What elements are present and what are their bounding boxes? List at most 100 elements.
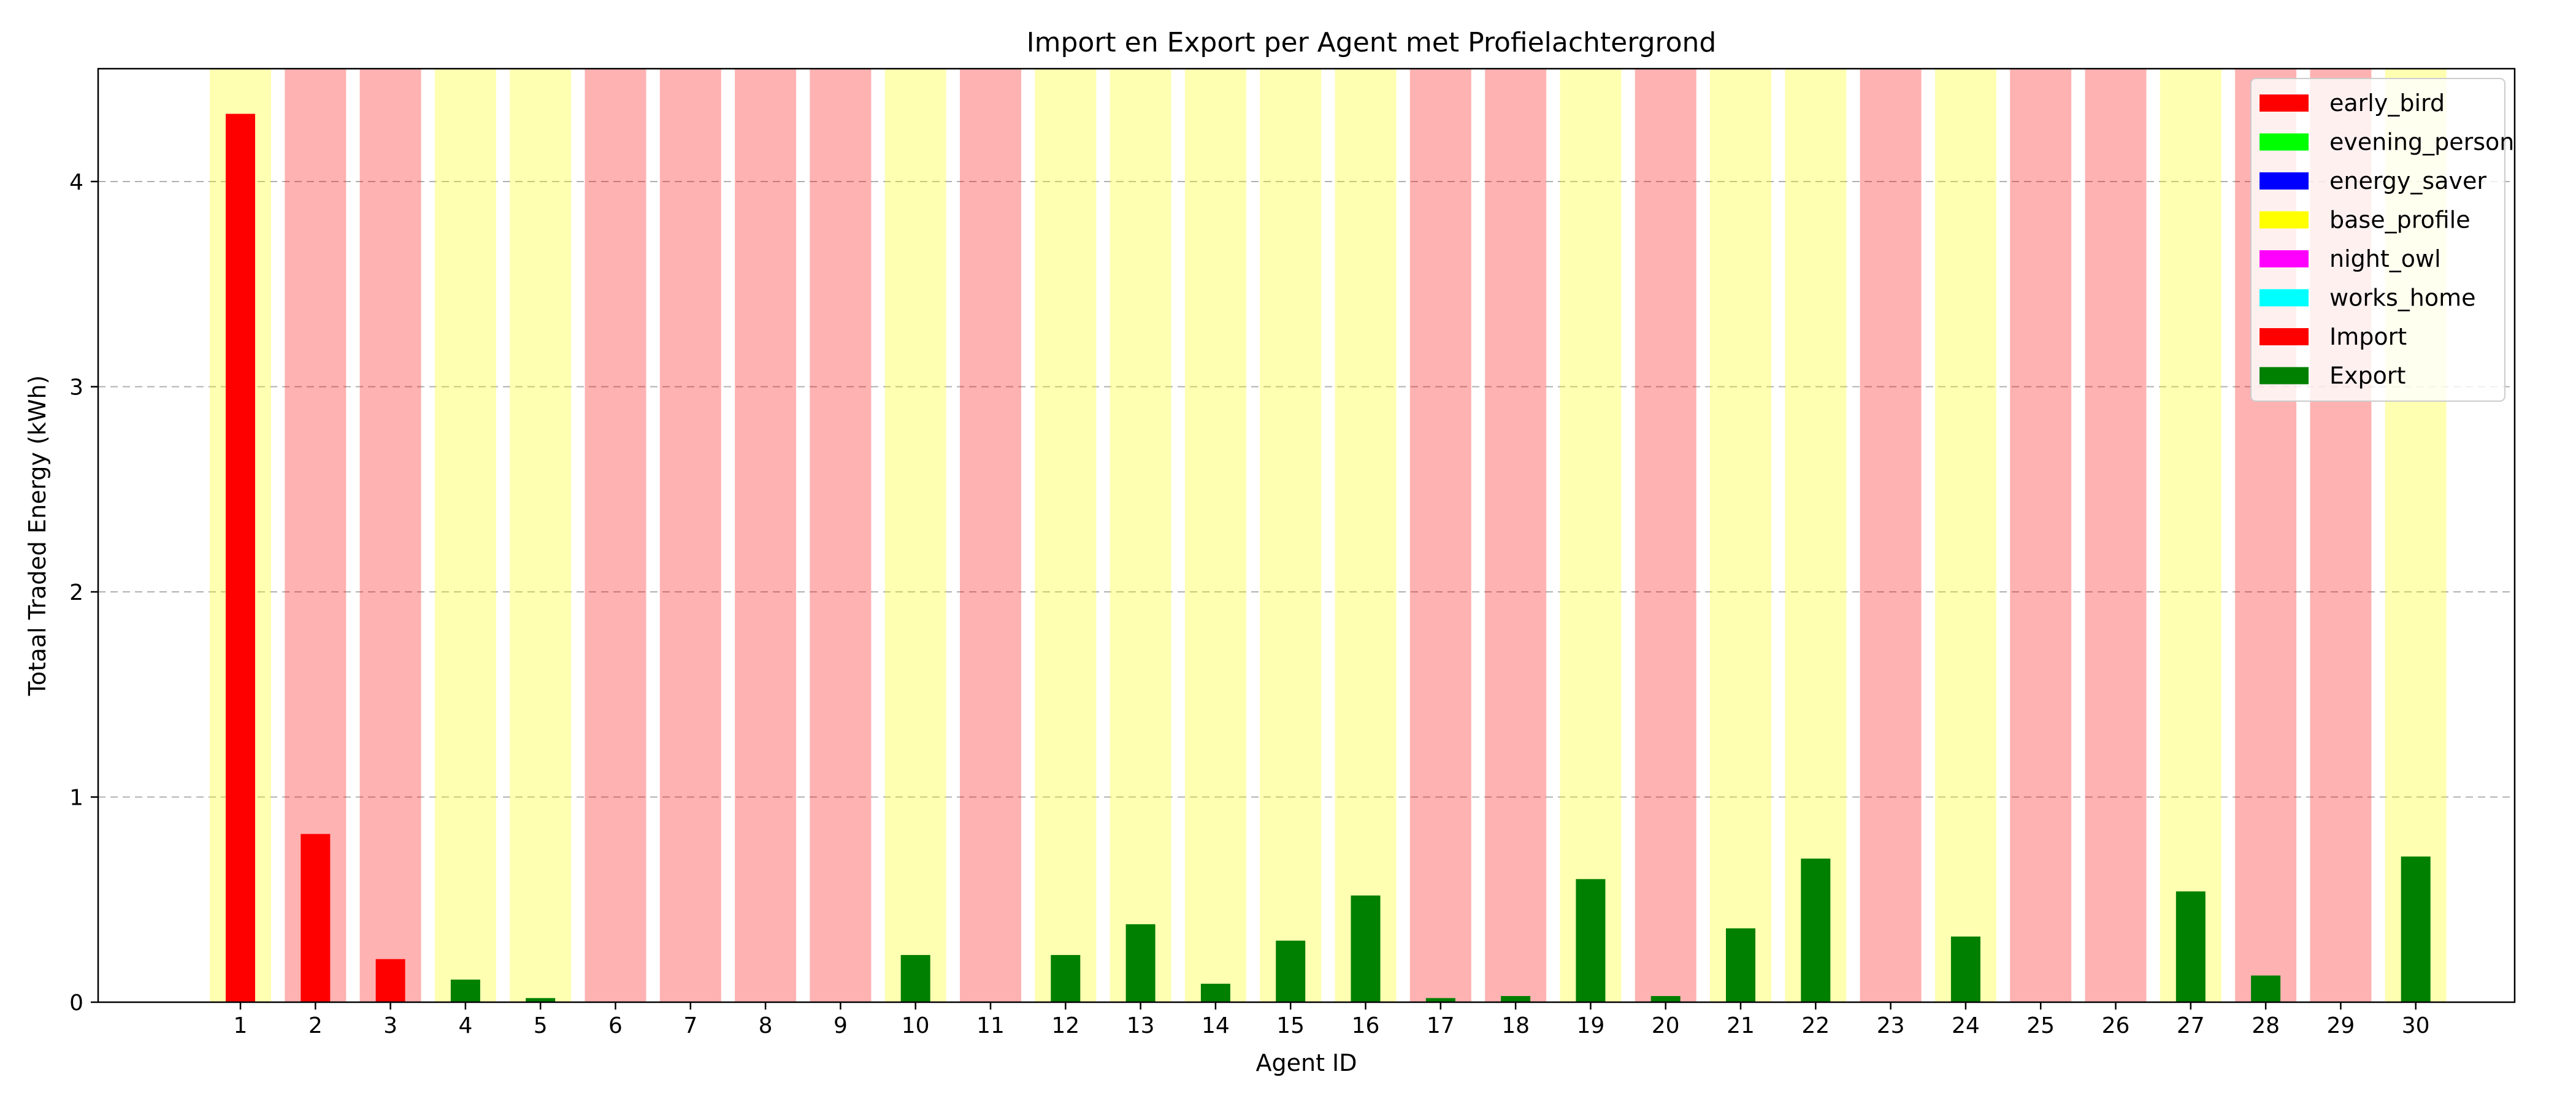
legend-label-base-profile: base_profile xyxy=(2329,207,2471,234)
export-bar-agent-18 xyxy=(1501,995,1531,1002)
profile-bg-agent-14 xyxy=(1184,69,1246,1002)
profile-bg-agent-7 xyxy=(659,69,721,1002)
profile-bg-agent-18 xyxy=(1485,69,1547,1002)
legend: early_bird evening_person energy_saverbase… xyxy=(2250,78,2514,402)
profile-bg-agent-21 xyxy=(1710,69,1771,1002)
bars xyxy=(226,113,2431,1003)
export-bar-agent-13 xyxy=(1125,924,1156,1002)
x-tick-label-30: 30 xyxy=(2402,1013,2430,1038)
y-axis-ticks: 0 1 2 3 4 xyxy=(69,170,98,1016)
legend-swatch-works-home xyxy=(2260,289,2309,307)
y-axis-label: Totaal Traded Energy (kWh) xyxy=(24,375,51,697)
profile-bg-agent-4 xyxy=(434,69,496,1002)
export-bar-agent-15 xyxy=(1276,940,1306,1002)
profile-bg-agent-27 xyxy=(2160,69,2221,1002)
legend-swatch-base-profile xyxy=(2260,211,2309,229)
plot-frame xyxy=(97,67,2516,1003)
x-tick-label-16: 16 xyxy=(1352,1013,1380,1038)
legend-swatch-export xyxy=(2260,367,2309,385)
profile-bg-agent-22 xyxy=(1785,69,1847,1002)
export-bar-agent-17 xyxy=(1425,998,1455,1002)
legend-swatch-early-bird xyxy=(2260,94,2309,112)
export-bar-agent-5 xyxy=(526,998,556,1002)
x-axis-label: Agent ID xyxy=(1255,1049,1357,1076)
profile-backgrounds xyxy=(210,69,2447,1002)
y-tick-label-0: 0 xyxy=(69,991,83,1016)
export-bar-agent-22 xyxy=(1801,858,1831,1002)
legend-label-works-home: works_home xyxy=(2329,285,2475,312)
profile-bg-agent-17 xyxy=(1409,69,1471,1002)
x-tick-label-19: 19 xyxy=(1576,1013,1604,1038)
export-bar-agent-24 xyxy=(1950,936,1980,1002)
x-tick-label-13: 13 xyxy=(1127,1013,1155,1038)
x-axis-ticks: 1 2 3 4 5 6 7 8 9 10 11 12 13 14 15 16 17 18 19 20 21 22 23 24 2… xyxy=(234,1002,2430,1038)
profile-bg-agent-24 xyxy=(1934,69,1996,1002)
profile-bg-agent-6 xyxy=(585,69,646,1002)
import-bar-agent-3 xyxy=(375,959,405,1002)
export-bar-agent-10 xyxy=(900,955,930,1002)
profile-bg-agent-20 xyxy=(1635,69,1696,1002)
profile-bg-agent-12 xyxy=(1035,69,1097,1002)
profile-bg-agent-11 xyxy=(960,69,1021,1002)
x-tick-label-27: 27 xyxy=(2177,1013,2205,1038)
x-tick-label-10: 10 xyxy=(902,1013,930,1038)
x-tick-label-20: 20 xyxy=(1652,1013,1680,1038)
legend-swatch-night-owl xyxy=(2260,250,2309,267)
x-tick-label-24: 24 xyxy=(1952,1013,1980,1038)
chart-title: Import en Export per Agent met Profielac… xyxy=(1027,27,1717,58)
profile-bg-agent-15 xyxy=(1260,69,1322,1002)
import-bar-agent-2 xyxy=(301,834,331,1002)
x-tick-label-5: 5 xyxy=(534,1013,548,1038)
profile-bg-agent-19 xyxy=(1560,69,1622,1002)
import-bar-agent-1 xyxy=(226,113,255,1003)
export-bar-agent-27 xyxy=(2175,891,2206,1002)
export-bar-agent-19 xyxy=(1576,879,1606,1002)
x-tick-label-28: 28 xyxy=(2252,1013,2280,1038)
y-tick-label-4: 4 xyxy=(69,170,83,195)
export-bar-agent-12 xyxy=(1051,955,1081,1002)
export-bar-agent-30 xyxy=(2401,856,2431,1002)
profile-bg-agent-8 xyxy=(735,69,797,1002)
x-tick-label-25: 25 xyxy=(2026,1013,2055,1038)
legend-label-early-bird: early_bird xyxy=(2329,90,2445,117)
profile-bg-agent-26 xyxy=(2085,69,2147,1002)
x-tick-label-22: 22 xyxy=(1801,1013,1830,1038)
export-bar-agent-16 xyxy=(1351,895,1381,1002)
export-bar-agent-20 xyxy=(1650,995,1681,1002)
profile-bg-agent-23 xyxy=(1860,69,1922,1002)
profile-bg-agent-5 xyxy=(510,69,572,1002)
export-bar-agent-21 xyxy=(1726,928,1755,1002)
x-tick-label-17: 17 xyxy=(1427,1013,1455,1038)
profile-bg-agent-9 xyxy=(810,69,872,1002)
x-tick-label-12: 12 xyxy=(1051,1013,1079,1038)
y-tick-label-3: 3 xyxy=(69,375,83,400)
x-tick-label-8: 8 xyxy=(759,1013,773,1038)
x-tick-label-7: 7 xyxy=(683,1013,697,1038)
x-tick-label-18: 18 xyxy=(1501,1013,1530,1038)
legend-label-import: Import xyxy=(2329,323,2407,350)
legend-label-energy-saver: energy_saver xyxy=(2329,167,2486,194)
x-tick-label-11: 11 xyxy=(976,1013,1005,1038)
x-tick-label-4: 4 xyxy=(458,1013,472,1038)
profile-bg-agent-25 xyxy=(2010,69,2072,1002)
gridlines xyxy=(98,180,2515,798)
export-bar-agent-28 xyxy=(2251,975,2281,1002)
legend-label-export: Export xyxy=(2329,362,2405,389)
x-tick-label-23: 23 xyxy=(1877,1013,1905,1038)
profile-bg-agent-10 xyxy=(884,69,946,1002)
legend-swatch-evening-person xyxy=(2260,133,2309,151)
x-tick-label-9: 9 xyxy=(834,1013,848,1038)
legend-box xyxy=(2250,78,2505,402)
y-tick-label-1: 1 xyxy=(69,785,83,810)
export-bar-agent-4 xyxy=(450,979,480,1002)
y-tick-label-2: 2 xyxy=(69,580,83,605)
export-bar-agent-14 xyxy=(1200,983,1230,1002)
profile-bg-agent-13 xyxy=(1110,69,1171,1002)
legend-label-evening-person: evening_person xyxy=(2329,129,2514,156)
x-tick-label-2: 2 xyxy=(309,1013,323,1038)
legend-label-night-owl: night_owl xyxy=(2329,245,2441,272)
legend-swatch-energy-saver xyxy=(2260,172,2309,190)
x-tick-label-29: 29 xyxy=(2326,1013,2355,1038)
x-tick-label-26: 26 xyxy=(2102,1013,2130,1038)
